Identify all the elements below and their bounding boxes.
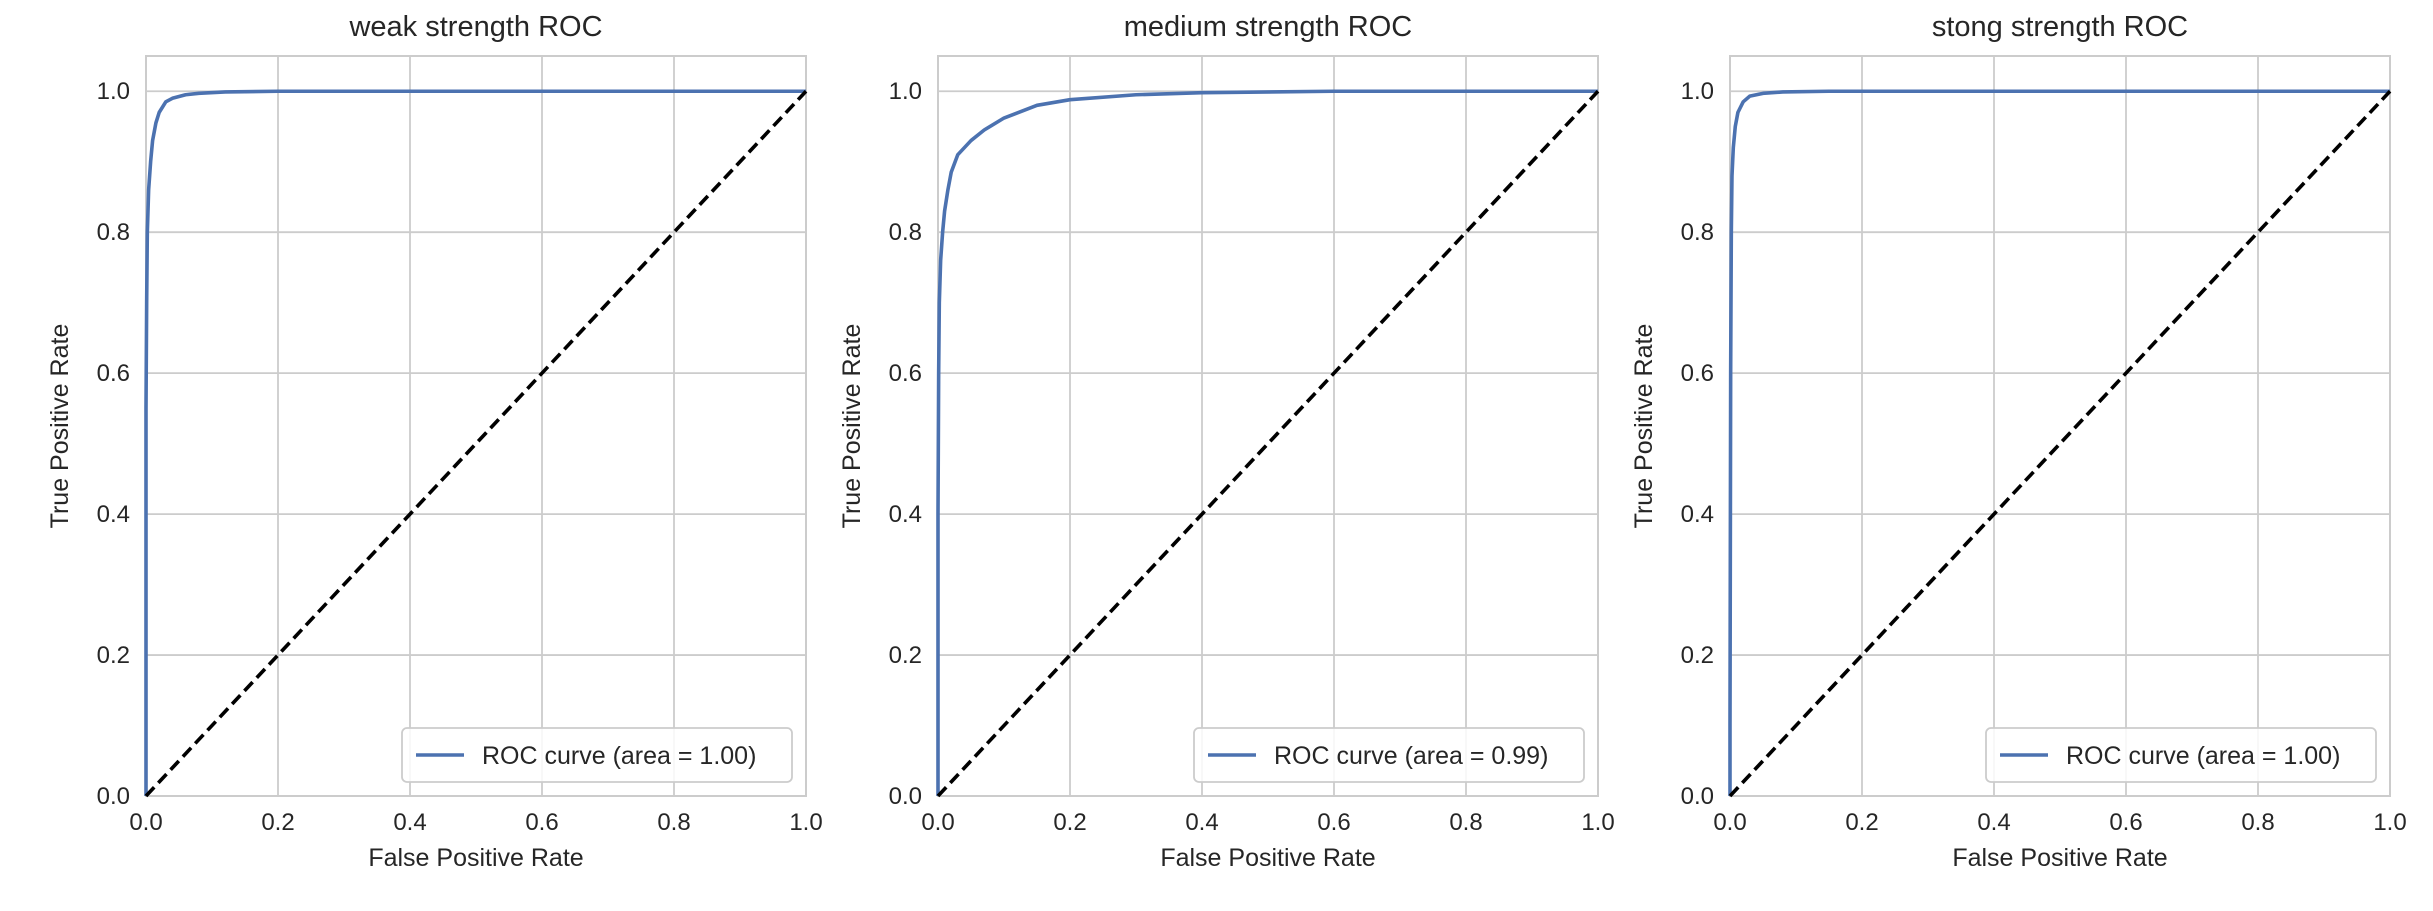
legend: ROC curve (area = 1.00) bbox=[401, 727, 793, 783]
x-tick-label: 0.6 bbox=[525, 809, 558, 836]
x-tick-label: 0.4 bbox=[393, 809, 426, 836]
y-tick-label: 0.8 bbox=[1681, 219, 1714, 246]
plot-area bbox=[938, 56, 1598, 796]
y-tick-label: 0.0 bbox=[97, 783, 130, 810]
y-axis-label: True Positive Rate bbox=[1630, 324, 1658, 529]
x-tick-label: 1.0 bbox=[789, 809, 822, 836]
legend-box bbox=[1193, 727, 1585, 783]
y-tick-label: 1.0 bbox=[1681, 78, 1714, 105]
legend: ROC curve (area = 0.99) bbox=[1193, 727, 1585, 783]
x-tick-label: 0.0 bbox=[129, 809, 162, 836]
legend-label: ROC curve (area = 0.99) bbox=[1274, 742, 1548, 770]
x-tick-label: 0.0 bbox=[921, 809, 954, 836]
x-tick-label: 0.8 bbox=[657, 809, 690, 836]
y-tick-label: 0.2 bbox=[97, 642, 130, 669]
x-tick-label: 0.8 bbox=[1449, 809, 1482, 836]
x-tick-label: 0.8 bbox=[2241, 809, 2274, 836]
roc-panel-2: 0.0 0.2 0.4 0.6 0.8 1.0 0.0 0.2 0.4 0.6 0.8 1.0 medi… bbox=[838, 11, 1615, 872]
x-tick-label: 0.2 bbox=[261, 809, 294, 836]
x-tick-label: 0.0 bbox=[1713, 809, 1746, 836]
x-tick-label: 0.4 bbox=[1977, 809, 2010, 836]
roc-curve-line bbox=[936, 89, 1598, 796]
x-axis-label: False Positive Rate bbox=[368, 844, 583, 872]
y-tick-label: 0.2 bbox=[1681, 642, 1714, 669]
y-tick-label: 0.0 bbox=[1681, 783, 1714, 810]
legend: ROC curve (area = 1.00) bbox=[1985, 727, 2377, 783]
tick-labels: 0.0 0.2 0.4 0.6 0.8 1.0 0.0 0.2 0.4 0.6 0.8 1.0 bbox=[1681, 78, 2407, 836]
y-axis-label: True Positive Rate bbox=[46, 324, 74, 529]
x-tick-label: 0.6 bbox=[2109, 809, 2142, 836]
y-tick-label: 0.8 bbox=[97, 219, 130, 246]
x-tick-label: 0.4 bbox=[1185, 809, 1218, 836]
legend-label: ROC curve (area = 1.00) bbox=[2066, 742, 2340, 770]
legend-box bbox=[401, 727, 793, 783]
y-tick-label: 1.0 bbox=[889, 78, 922, 105]
y-tick-label: 0.4 bbox=[889, 501, 922, 528]
y-axis-label: True Positive Rate bbox=[838, 324, 866, 529]
roc-panel-1: 0.0 0.2 0.4 0.6 0.8 1.0 0.0 0.2 0.4 0.6 0.8 1.0 weak… bbox=[46, 11, 823, 872]
x-axis-label: False Positive Rate bbox=[1160, 844, 1375, 872]
y-tick-label: 0.6 bbox=[97, 360, 130, 387]
x-tick-label: 1.0 bbox=[2373, 809, 2406, 836]
roc-curve-line bbox=[1728, 89, 2390, 796]
y-tick-label: 0.8 bbox=[889, 219, 922, 246]
legend-label: ROC curve (area = 1.00) bbox=[482, 742, 756, 770]
plot-area bbox=[146, 56, 806, 796]
x-tick-label: 0.2 bbox=[1053, 809, 1086, 836]
roc-curve-line bbox=[144, 89, 806, 796]
plot-area bbox=[1730, 56, 2390, 796]
x-tick-label: 1.0 bbox=[1581, 809, 1614, 836]
y-tick-label: 0.0 bbox=[889, 783, 922, 810]
x-tick-label: 0.2 bbox=[1845, 809, 1878, 836]
x-axis-label: False Positive Rate bbox=[1952, 844, 2167, 872]
y-tick-label: 0.6 bbox=[889, 360, 922, 387]
tick-labels: 0.0 0.2 0.4 0.6 0.8 1.0 0.0 0.2 0.4 0.6 0.8 1.0 bbox=[97, 78, 823, 836]
chart-title: medium strength ROC bbox=[1124, 11, 1413, 43]
y-tick-label: 1.0 bbox=[97, 78, 130, 105]
y-tick-label: 0.6 bbox=[1681, 360, 1714, 387]
legend-box bbox=[1985, 727, 2377, 783]
y-tick-label: 0.4 bbox=[1681, 501, 1714, 528]
y-tick-label: 0.4 bbox=[97, 501, 130, 528]
chart-title: weak strength ROC bbox=[348, 11, 602, 43]
chart-title: stong strength ROC bbox=[1932, 11, 2188, 43]
tick-labels: 0.0 0.2 0.4 0.6 0.8 1.0 0.0 0.2 0.4 0.6 0.8 1.0 bbox=[889, 78, 1615, 836]
x-tick-label: 0.6 bbox=[1317, 809, 1350, 836]
roc-panel-3: 0.0 0.2 0.4 0.6 0.8 1.0 0.0 0.2 0.4 0.6 0.8 1.0 ston… bbox=[1630, 11, 2407, 872]
y-tick-label: 0.2 bbox=[889, 642, 922, 669]
